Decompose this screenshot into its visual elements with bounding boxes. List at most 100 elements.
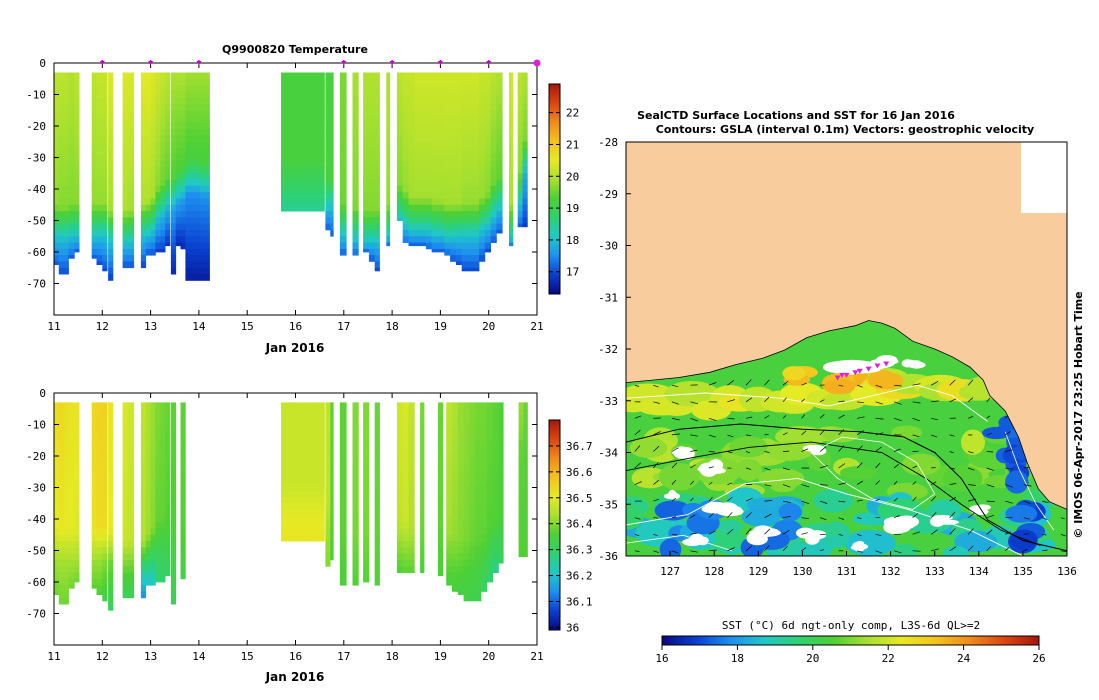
velocity-vector [968, 416, 974, 419]
profile-cell [127, 236, 135, 243]
profile-cell [140, 553, 147, 561]
profile-cell [58, 229, 64, 237]
profile-cell [74, 560, 80, 567]
profile-cell [467, 229, 474, 237]
profile-cell [517, 211, 523, 218]
velocity-vector [727, 511, 733, 518]
profile-cell [475, 415, 482, 422]
profile-cell [122, 166, 128, 174]
profile-cell [140, 154, 147, 161]
profile-cell [195, 242, 201, 250]
profile-cell [517, 122, 523, 130]
profile-cell [374, 446, 380, 454]
profile-cell [386, 204, 391, 212]
profile-cell [414, 135, 421, 143]
profile-cell [155, 166, 161, 174]
profile-cell [518, 509, 524, 517]
profile-cell [140, 408, 147, 416]
profile-cell [420, 135, 427, 143]
profile-cell [63, 534, 69, 542]
profile-cell [452, 515, 459, 523]
profile-cell [175, 192, 181, 199]
profile-cell [352, 547, 359, 555]
profile-cell [302, 534, 311, 542]
profile-cell [170, 560, 177, 567]
profile-cell [325, 402, 331, 410]
profile-cell [352, 440, 359, 447]
profile-cell [102, 471, 108, 479]
profile-cell [461, 72, 468, 80]
velocity-vector [856, 430, 864, 436]
profile-cell [96, 522, 103, 529]
profile-cell [330, 122, 334, 130]
profile-cell [195, 97, 201, 105]
profile-cell [396, 192, 404, 199]
profile-cell [374, 173, 380, 180]
profile-cell [455, 261, 463, 265]
profile-cell [180, 135, 186, 143]
profile-cell [438, 421, 444, 429]
profile-cell [420, 496, 425, 504]
profile-cell [281, 166, 289, 174]
profile-cell [302, 72, 311, 80]
profile-cell [63, 78, 69, 86]
profile-cell [122, 490, 128, 498]
profile-cell [145, 496, 151, 504]
profile-cell [165, 160, 171, 168]
profile-cell [63, 135, 69, 143]
profile-cell [386, 173, 391, 180]
profile-cell [310, 465, 318, 473]
profile-cell [438, 148, 445, 155]
x-tick-label: 13 [144, 650, 157, 663]
profile-cell [455, 198, 463, 206]
profile-cell [140, 402, 147, 410]
profile-cell [180, 141, 186, 149]
profile-cell [484, 85, 491, 92]
profile-cell [498, 547, 504, 555]
velocity-vector [875, 446, 882, 452]
profile-cell [363, 217, 370, 225]
profile-cell [402, 465, 409, 473]
profile-cell [288, 72, 296, 80]
profile-cell [122, 572, 128, 580]
profile-column [102, 72, 108, 272]
profile-cell [175, 217, 181, 225]
profile-cell [463, 452, 470, 460]
profile-cell [457, 427, 464, 435]
profile-cell [325, 91, 331, 98]
profile-column [281, 402, 289, 542]
profile-cell [461, 122, 468, 130]
profile-cell [140, 566, 147, 573]
profile-cell [204, 122, 210, 130]
surface-marker [533, 59, 541, 67]
profile-cell [63, 515, 69, 523]
profile-cell [180, 91, 186, 98]
profile-cell [96, 402, 103, 410]
profile-cell [431, 204, 439, 212]
profile-cell [140, 148, 147, 155]
profile-cell [402, 421, 409, 429]
profile-cell [302, 427, 311, 435]
gsla-contour [626, 423, 1067, 552]
profile-cell [58, 503, 64, 510]
profile-cell [140, 72, 147, 80]
profile-cell [339, 248, 347, 256]
profile-cell [518, 534, 524, 542]
profile-cell [396, 421, 404, 429]
profile-cell [444, 236, 451, 243]
profile-cell [91, 129, 97, 136]
profile-cell [91, 408, 97, 416]
profile-cell [68, 110, 75, 117]
profile-column [150, 72, 156, 256]
profile-cell [195, 104, 201, 111]
profile-cell [363, 560, 370, 567]
profile-cell [127, 91, 135, 98]
velocity-vector [671, 550, 679, 554]
profile-cell [352, 446, 359, 454]
profile-cell [386, 154, 391, 161]
profile-cell [58, 248, 64, 256]
profile-cell [145, 465, 151, 473]
profile-cell [74, 185, 80, 193]
profile-cell [310, 528, 318, 536]
profile-cell [396, 566, 404, 573]
